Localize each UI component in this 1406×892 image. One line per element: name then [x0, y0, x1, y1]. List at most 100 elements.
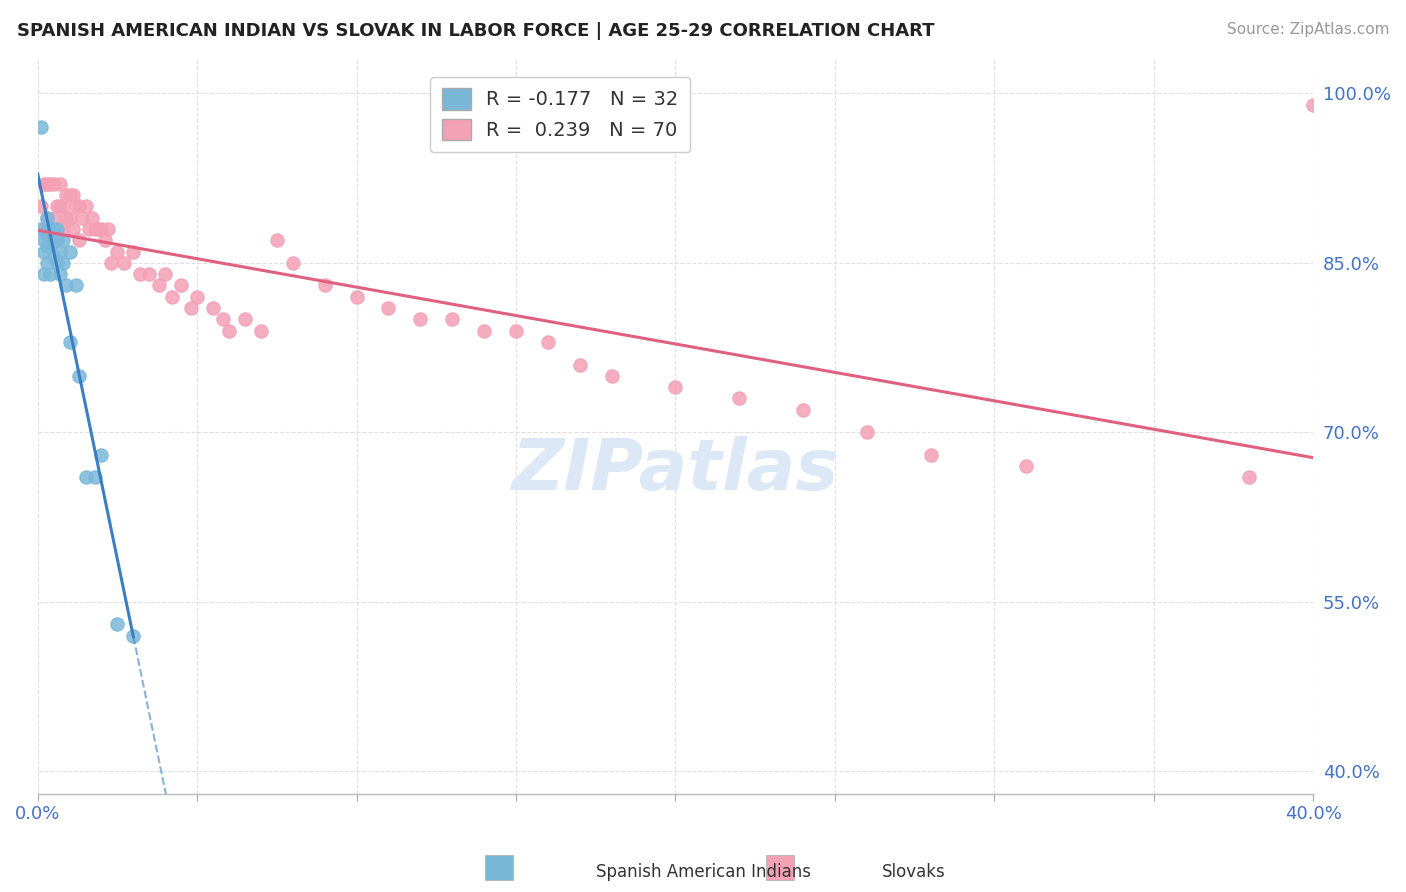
Point: [664, 380, 686, 394]
Point: [32, 244, 55, 259]
Text: Source: ZipAtlas.com: Source: ZipAtlas.com: [1226, 22, 1389, 37]
Point: [39, 222, 62, 236]
Point: [1239, 470, 1261, 484]
Point: [90, 222, 112, 236]
Point: [58, 211, 80, 225]
Point: [45, 222, 67, 236]
Point: [30, 199, 52, 213]
Point: [84, 470, 107, 484]
Point: [45, 256, 67, 270]
Point: [155, 267, 177, 281]
Point: [52, 233, 75, 247]
Point: [49, 267, 72, 281]
Point: [93, 233, 115, 247]
Point: [441, 312, 464, 326]
Point: [55, 211, 77, 225]
Point: [233, 312, 256, 326]
Point: [920, 448, 942, 462]
Point: [87, 222, 110, 236]
Point: [170, 278, 193, 293]
Point: [45, 233, 67, 247]
Point: [37, 211, 59, 225]
Point: [62, 188, 84, 202]
Point: [728, 392, 751, 406]
Point: [32, 222, 55, 236]
Point: [202, 301, 225, 315]
Point: [52, 222, 75, 236]
Point: [128, 267, 150, 281]
Legend: R = -0.177   N = 32, R =  0.239   N = 70: R = -0.177 N = 32, R = 0.239 N = 70: [430, 77, 690, 153]
Point: [65, 199, 87, 213]
Point: [32, 233, 55, 247]
Point: [856, 425, 879, 440]
Point: [568, 358, 591, 372]
Point: [472, 324, 495, 338]
Point: [80, 211, 103, 225]
Point: [30, 222, 52, 236]
Point: [281, 256, 304, 270]
Point: [107, 617, 129, 632]
Point: [1302, 97, 1324, 112]
Point: [32, 177, 55, 191]
Point: [600, 368, 623, 383]
Text: Spanish American Indians: Spanish American Indians: [596, 863, 810, 881]
Point: [218, 324, 240, 338]
Point: [37, 177, 59, 191]
Point: [75, 470, 97, 484]
Point: [37, 211, 59, 225]
Point: [49, 177, 72, 191]
Point: [45, 199, 67, 213]
Point: [90, 448, 112, 462]
Point: [77, 222, 100, 236]
Point: [792, 402, 814, 417]
Point: [314, 278, 336, 293]
Point: [58, 188, 80, 202]
Point: [409, 312, 432, 326]
Point: [160, 290, 183, 304]
Point: [49, 244, 72, 259]
Point: [186, 290, 208, 304]
Point: [55, 278, 77, 293]
Point: [112, 256, 135, 270]
Text: SPANISH AMERICAN INDIAN VS SLOVAK IN LABOR FORCE | AGE 25-29 CORRELATION CHART: SPANISH AMERICAN INDIAN VS SLOVAK IN LAB…: [17, 22, 935, 40]
Point: [100, 256, 122, 270]
Point: [39, 267, 62, 281]
Point: [266, 233, 288, 247]
Point: [39, 239, 62, 253]
Point: [39, 233, 62, 247]
Point: [180, 301, 202, 315]
Point: [42, 211, 65, 225]
Point: [32, 267, 55, 281]
Point: [42, 250, 65, 264]
Point: [211, 312, 233, 326]
Point: [55, 188, 77, 202]
Point: [58, 334, 80, 349]
Point: [148, 278, 170, 293]
Point: [37, 227, 59, 242]
Point: [42, 177, 65, 191]
Text: Slovaks: Slovaks: [882, 863, 946, 881]
Point: [58, 244, 80, 259]
Point: [42, 222, 65, 236]
Bar: [485, 855, 513, 880]
Point: [67, 199, 90, 213]
Point: [62, 222, 84, 236]
Point: [377, 301, 399, 315]
Point: [97, 222, 120, 236]
Point: [122, 244, 145, 259]
Bar: [766, 855, 794, 880]
Point: [37, 239, 59, 253]
Point: [67, 233, 90, 247]
Point: [52, 199, 75, 213]
Point: [72, 211, 94, 225]
Point: [75, 199, 97, 213]
Point: [107, 244, 129, 259]
Point: [67, 368, 90, 383]
Point: [39, 177, 62, 191]
Point: [122, 629, 145, 643]
Point: [537, 334, 560, 349]
Point: [505, 324, 527, 338]
Point: [138, 267, 160, 281]
Point: [250, 324, 273, 338]
Point: [37, 256, 59, 270]
